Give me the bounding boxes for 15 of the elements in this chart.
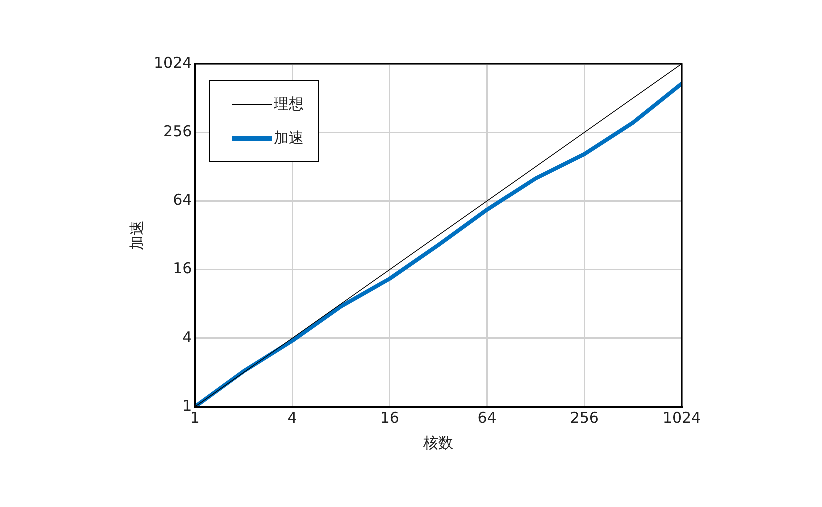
x-tick-label: 256 [570,408,599,427]
y-tick-label: 16 [173,260,192,278]
x-tick-label: 64 [478,408,497,427]
y-tick-label: 1024 [154,54,192,72]
x-tick-label: 4 [288,408,298,427]
y-axis-title: 加速 [128,220,146,250]
y-tick-label: 256 [164,122,192,140]
y-tick-label: 4 [182,328,192,346]
x-tick-label: 16 [380,408,400,427]
legend-label: 理想 [274,94,304,114]
y-tick-label: 1 [182,396,192,415]
x-axis-title: 核数 [422,434,454,452]
legend-label: 加速 [274,128,304,148]
y-tick-label: 64 [173,191,192,210]
x-tick-label: 1024 [662,408,702,427]
